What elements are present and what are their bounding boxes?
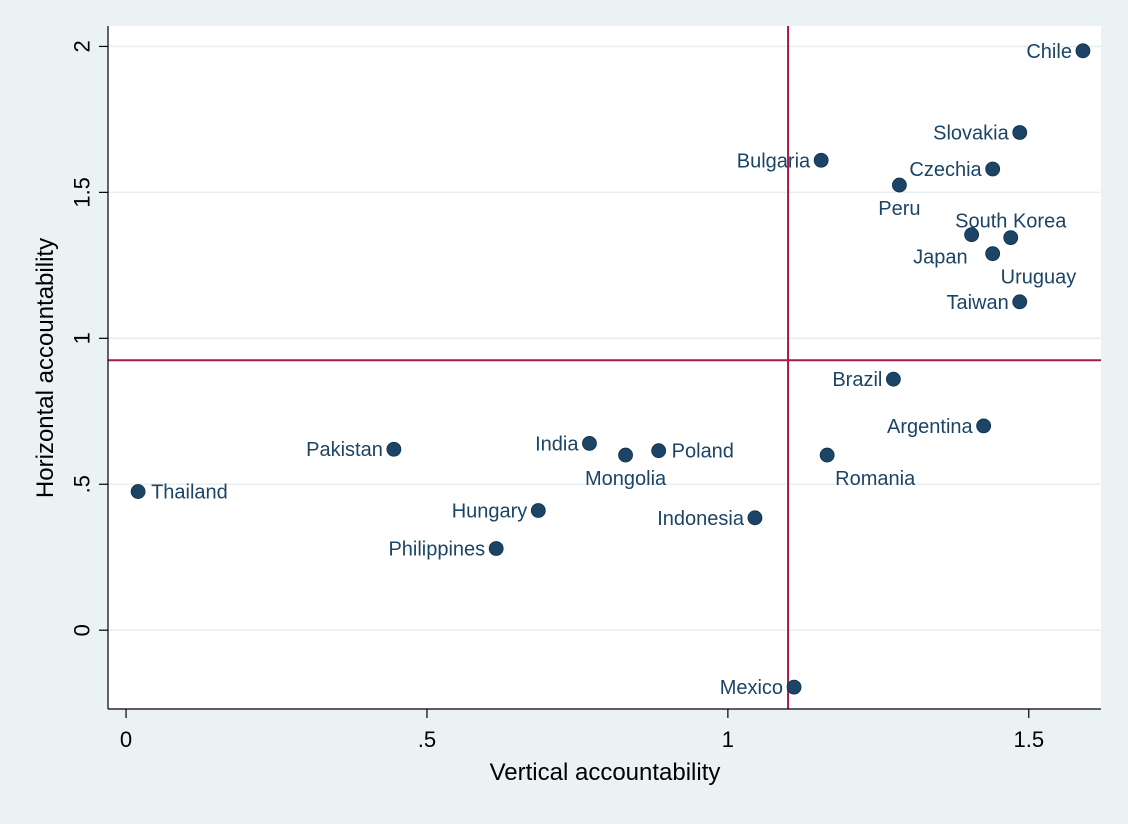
point-label-chile: Chile (1026, 41, 1072, 63)
point-chile (1075, 43, 1091, 59)
point-south-korea (1003, 230, 1019, 246)
point-romania (819, 447, 835, 463)
point-label-poland: Poland (672, 441, 734, 463)
point-label-taiwan: Taiwan (946, 292, 1008, 314)
point-label-uruguay: Uruguay (1001, 267, 1077, 289)
point-label-brazil: Brazil (832, 369, 882, 391)
point-brazil (885, 371, 901, 387)
point-label-czechia: Czechia (909, 159, 982, 181)
point-pakistan (386, 441, 402, 457)
point-label-philippines: Philippines (388, 538, 485, 560)
y-tick-label-2: 1 (70, 332, 95, 344)
axes (107, 26, 1101, 710)
point-poland (651, 443, 667, 459)
ticks: 0 .5 1 1.5 2 0 .5 1 1.5 (70, 40, 1044, 752)
x-tick-label-1: .5 (418, 727, 436, 752)
point-bulgaria (813, 152, 829, 168)
point-label-peru: Peru (878, 198, 920, 220)
y-tick-label-0: 0 (70, 624, 95, 636)
plot-area (108, 26, 1101, 709)
point-taiwan (1012, 294, 1028, 310)
point-thailand (130, 484, 146, 499)
point-label-indonesia: Indonesia (657, 508, 745, 530)
x-tick-label-2: 1 (722, 727, 734, 752)
point-indonesia (747, 510, 763, 526)
point-label-hungary: Hungary (452, 501, 528, 523)
point-mexico (786, 679, 802, 695)
y-tick-label-4: 2 (70, 40, 95, 52)
point-peru (891, 177, 907, 193)
point-label-argentina: Argentina (887, 416, 973, 438)
gridlines (108, 45, 1101, 631)
point-czechia (985, 161, 1001, 177)
point-label-romania: Romania (835, 468, 916, 490)
data-points: Chile Slovakia Bulgaria Czechia Peru South Ko… (130, 41, 1091, 699)
point-argentina (976, 418, 992, 434)
point-india (582, 435, 597, 451)
point-label-india: India (535, 433, 579, 455)
point-label-south-korea: South Korea (955, 211, 1067, 233)
point-label-mexico: Mexico (720, 677, 783, 699)
x-axis-label: Vertical accountability (490, 759, 721, 786)
point-label-pakistan: Pakistan (306, 439, 383, 461)
reference-lines (108, 26, 1101, 709)
point-hungary (530, 503, 546, 518)
y-tick-label-1: .5 (70, 475, 95, 493)
y-tick-label-3: 1.5 (70, 177, 95, 208)
x-tick-label-3: 1.5 (1013, 727, 1044, 752)
point-uruguay (985, 246, 1001, 262)
point-label-slovakia: Slovakia (933, 123, 1009, 145)
point-japan (964, 227, 980, 243)
y-axis-label: Horizontal accountability (32, 238, 59, 498)
point-philippines (488, 541, 504, 556)
x-tick-label-0: 0 (120, 727, 132, 752)
point-label-bulgaria: Bulgaria (737, 150, 811, 172)
point-label-mongolia: Mongolia (585, 468, 667, 490)
point-label-thailand: Thailand (151, 482, 228, 504)
point-slovakia (1012, 125, 1028, 140)
point-label-japan: Japan (913, 247, 968, 269)
point-mongolia (618, 447, 633, 463)
